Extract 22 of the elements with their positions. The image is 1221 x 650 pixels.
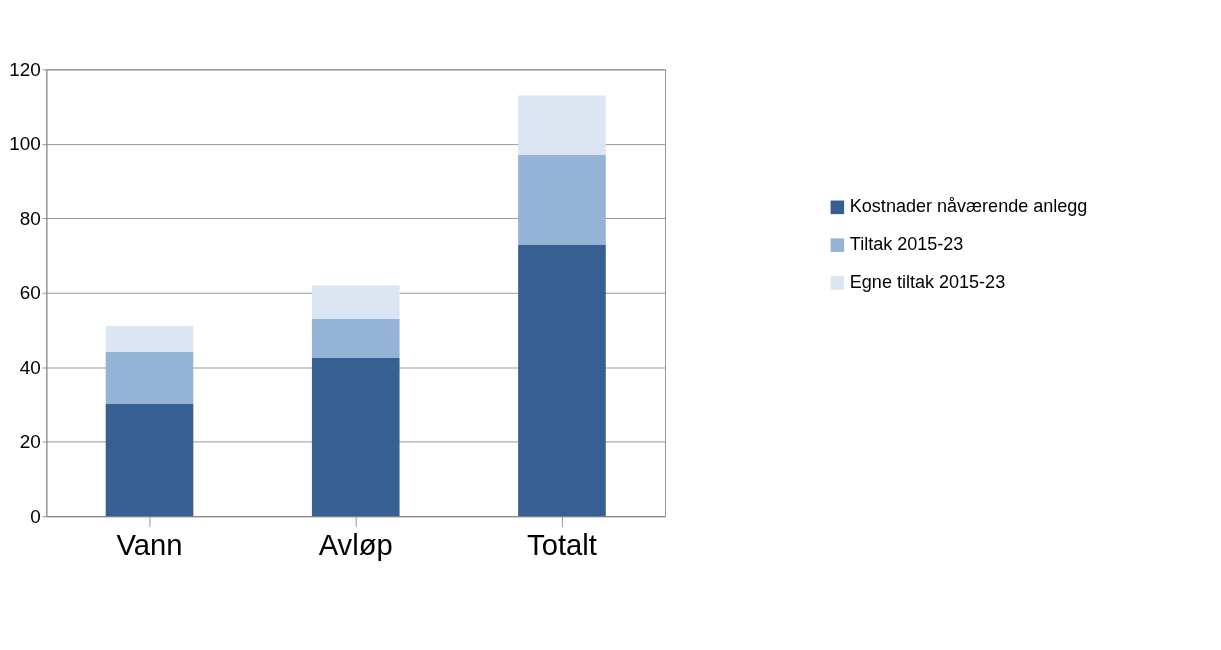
x-tick-label: Totalt bbox=[527, 529, 597, 562]
y-tick-label: 60 bbox=[19, 282, 41, 304]
x-tick-label: Avløp bbox=[318, 529, 393, 562]
bar bbox=[311, 318, 400, 358]
bar bbox=[105, 352, 194, 404]
bar bbox=[105, 403, 194, 517]
bar bbox=[518, 95, 606, 156]
bar bbox=[311, 285, 400, 319]
bar bbox=[105, 325, 194, 353]
legend-label: Tiltak 2015-23 bbox=[849, 234, 964, 255]
x-tick-label: Vann bbox=[116, 529, 183, 562]
y-tick-label: 100 bbox=[9, 133, 41, 155]
y-tick-label: 80 bbox=[19, 207, 41, 229]
legend-label: Egne tiltak 2015-23 bbox=[849, 272, 1006, 293]
bar bbox=[518, 244, 606, 517]
bar bbox=[518, 155, 606, 245]
y-tick-label: 120 bbox=[9, 58, 41, 80]
legend-label: Kostnader nåværende anlegg bbox=[849, 196, 1088, 217]
y-tick-label: 20 bbox=[19, 431, 41, 453]
y-tick-label: 0 bbox=[30, 505, 41, 527]
y-tick-label: 40 bbox=[19, 356, 41, 378]
bar bbox=[311, 357, 400, 517]
